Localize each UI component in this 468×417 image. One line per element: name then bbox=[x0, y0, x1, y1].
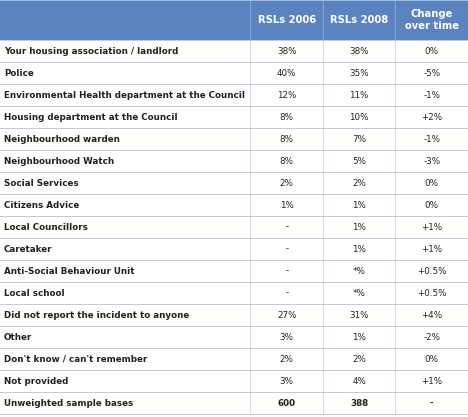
Bar bbox=[0, 62, 468, 84]
Bar bbox=[0, 260, 468, 282]
Text: 3%: 3% bbox=[280, 332, 293, 342]
Text: 0%: 0% bbox=[425, 354, 439, 364]
Text: RSLs 2008: RSLs 2008 bbox=[330, 15, 388, 25]
Text: Citizens Advice: Citizens Advice bbox=[4, 201, 79, 209]
Text: -: - bbox=[285, 244, 288, 254]
Bar bbox=[0, 370, 468, 392]
Text: -5%: -5% bbox=[423, 68, 440, 78]
Text: Anti-Social Behaviour Unit: Anti-Social Behaviour Unit bbox=[4, 266, 134, 276]
Text: 5%: 5% bbox=[352, 156, 366, 166]
Bar bbox=[0, 0, 468, 40]
Text: 0%: 0% bbox=[425, 47, 439, 55]
Text: Unweighted sample bases: Unweighted sample bases bbox=[4, 399, 133, 407]
Bar bbox=[0, 238, 468, 260]
Text: RSLs 2006: RSLs 2006 bbox=[257, 15, 316, 25]
Bar bbox=[0, 150, 468, 172]
Text: 8%: 8% bbox=[280, 113, 293, 121]
Text: +0.5%: +0.5% bbox=[417, 289, 446, 297]
Bar bbox=[0, 282, 468, 304]
Text: 4%: 4% bbox=[352, 377, 366, 385]
Bar bbox=[0, 172, 468, 194]
Text: *%: *% bbox=[353, 289, 366, 297]
Text: 38%: 38% bbox=[350, 47, 369, 55]
Text: 1%: 1% bbox=[352, 201, 366, 209]
Text: 1%: 1% bbox=[352, 332, 366, 342]
Bar bbox=[0, 106, 468, 128]
Text: 2%: 2% bbox=[352, 178, 366, 188]
Text: Social Services: Social Services bbox=[4, 178, 79, 188]
Text: -2%: -2% bbox=[423, 332, 440, 342]
Text: 10%: 10% bbox=[350, 113, 369, 121]
Text: -: - bbox=[430, 399, 433, 407]
Text: +1%: +1% bbox=[421, 244, 442, 254]
Text: 8%: 8% bbox=[280, 156, 293, 166]
Text: Did not report the incident to anyone: Did not report the incident to anyone bbox=[4, 311, 189, 319]
Text: -: - bbox=[285, 223, 288, 231]
Text: +4%: +4% bbox=[421, 311, 442, 319]
Bar bbox=[0, 40, 468, 62]
Text: Change
over time: Change over time bbox=[405, 9, 459, 31]
Text: -: - bbox=[285, 289, 288, 297]
Text: *%: *% bbox=[353, 266, 366, 276]
Text: 1%: 1% bbox=[352, 223, 366, 231]
Text: Neighbourhood warden: Neighbourhood warden bbox=[4, 135, 120, 143]
Bar bbox=[0, 194, 468, 216]
Text: 0%: 0% bbox=[425, 178, 439, 188]
Bar bbox=[0, 326, 468, 348]
Text: Environmental Health department at the Council: Environmental Health department at the C… bbox=[4, 90, 245, 100]
Text: -1%: -1% bbox=[423, 135, 440, 143]
Text: +1%: +1% bbox=[421, 223, 442, 231]
Text: 11%: 11% bbox=[350, 90, 369, 100]
Text: 1%: 1% bbox=[280, 201, 293, 209]
Bar bbox=[0, 128, 468, 150]
Text: Caretaker: Caretaker bbox=[4, 244, 52, 254]
Bar bbox=[0, 304, 468, 326]
Text: Local school: Local school bbox=[4, 289, 65, 297]
Text: +2%: +2% bbox=[421, 113, 442, 121]
Text: Don't know / can't remember: Don't know / can't remember bbox=[4, 354, 147, 364]
Text: 31%: 31% bbox=[350, 311, 369, 319]
Text: -: - bbox=[285, 266, 288, 276]
Bar bbox=[0, 348, 468, 370]
Text: Your housing association / landlord: Your housing association / landlord bbox=[4, 47, 178, 55]
Text: 1%: 1% bbox=[352, 244, 366, 254]
Bar bbox=[0, 84, 468, 106]
Text: +1%: +1% bbox=[421, 377, 442, 385]
Text: +0.5%: +0.5% bbox=[417, 266, 446, 276]
Text: 40%: 40% bbox=[277, 68, 296, 78]
Bar bbox=[0, 392, 468, 414]
Text: 388: 388 bbox=[350, 399, 368, 407]
Text: Local Councillors: Local Councillors bbox=[4, 223, 88, 231]
Text: -3%: -3% bbox=[423, 156, 440, 166]
Text: 38%: 38% bbox=[277, 47, 296, 55]
Text: Police: Police bbox=[4, 68, 34, 78]
Text: 7%: 7% bbox=[352, 135, 366, 143]
Text: 35%: 35% bbox=[350, 68, 369, 78]
Bar bbox=[250, 0, 468, 40]
Text: 2%: 2% bbox=[280, 354, 293, 364]
Text: 2%: 2% bbox=[352, 354, 366, 364]
Text: Not provided: Not provided bbox=[4, 377, 68, 385]
Text: Neighbourhood Watch: Neighbourhood Watch bbox=[4, 156, 114, 166]
Text: 0%: 0% bbox=[425, 201, 439, 209]
Text: 2%: 2% bbox=[280, 178, 293, 188]
Text: 600: 600 bbox=[278, 399, 296, 407]
Text: 12%: 12% bbox=[277, 90, 296, 100]
Text: 27%: 27% bbox=[277, 311, 296, 319]
Text: -1%: -1% bbox=[423, 90, 440, 100]
Text: 3%: 3% bbox=[280, 377, 293, 385]
Text: Other: Other bbox=[4, 332, 32, 342]
Text: Housing department at the Council: Housing department at the Council bbox=[4, 113, 178, 121]
Bar bbox=[0, 216, 468, 238]
Text: 8%: 8% bbox=[280, 135, 293, 143]
